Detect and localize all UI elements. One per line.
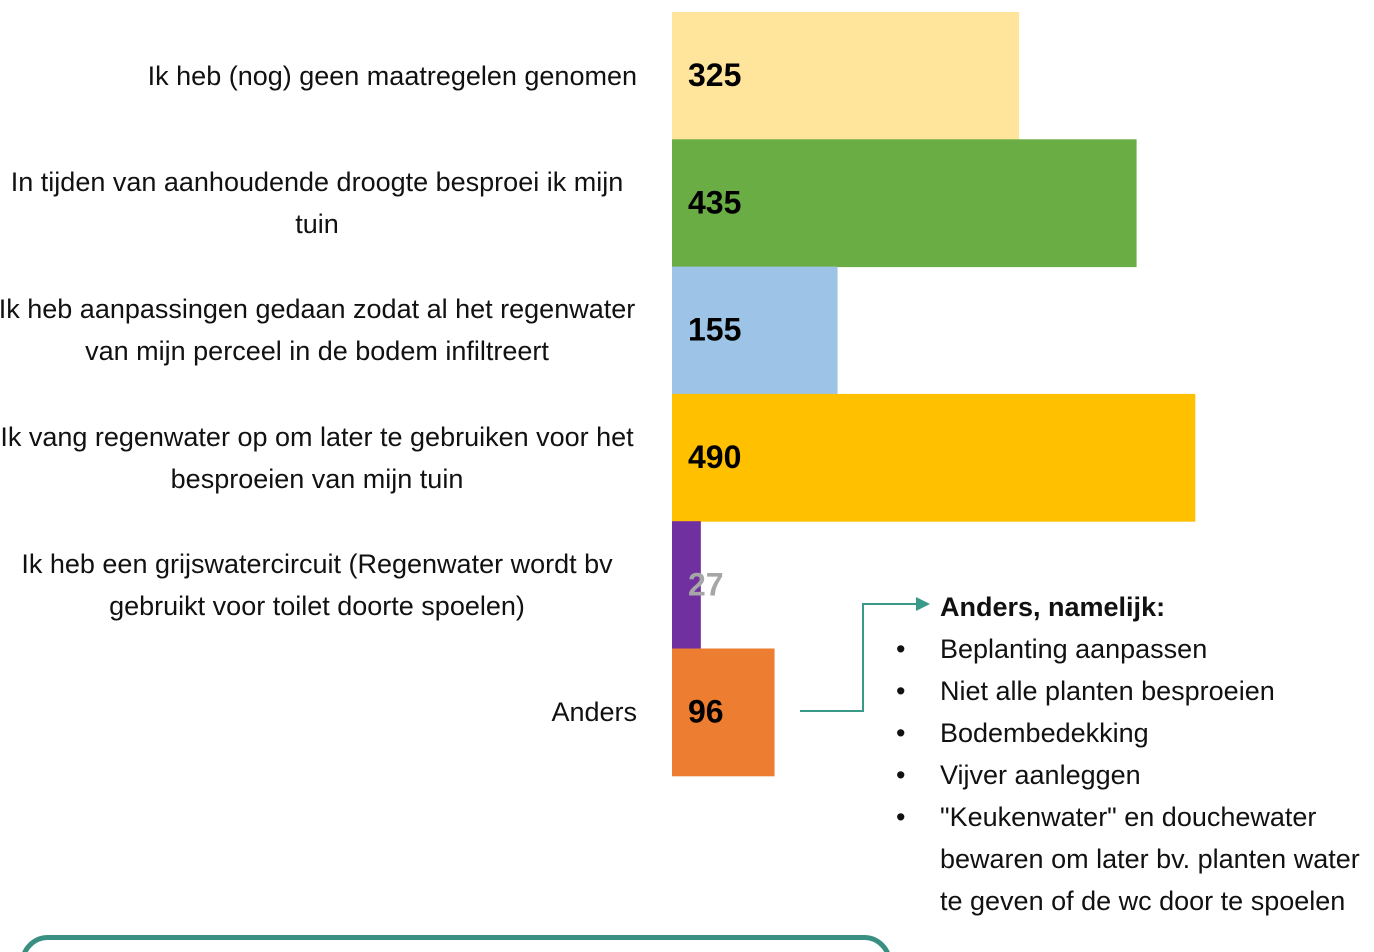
category-label: Ik vang regenwater op om later te gebrui… (0, 394, 637, 521)
category-text: In tijden van aanhoudende droogte bespro… (10, 166, 624, 239)
bar (672, 521, 701, 649)
category-label: Anders (0, 649, 637, 776)
bar (672, 266, 838, 395)
value-label: 27 (688, 566, 724, 602)
value-label: 490 (688, 439, 741, 475)
arrowhead (916, 597, 930, 611)
category-text: Ik vang regenwater op om later te gebrui… (0, 421, 634, 494)
category-text: Ik heb (nog) geen maatregelen genomen (147, 60, 637, 91)
category-label: In tijden van aanhoudende droogte bespro… (0, 139, 637, 266)
annotation-item: Niet alle planten besproeien (896, 670, 1374, 712)
annotation-item: Vijver aanleggen (896, 754, 1374, 796)
value-label: 435 (688, 184, 741, 220)
annotation-item: Bodembedekking (896, 712, 1374, 754)
category-label: Ik heb aanpassingen gedaan zodat al het … (0, 267, 637, 394)
category-text: Anders (551, 697, 637, 728)
annotation-item: Beplanting aanpassen (896, 628, 1374, 670)
annotation: Anders, namelijk: Beplanting aanpassenNi… (890, 586, 1374, 922)
category-text: Ik heb aanpassingen gedaan zodat al het … (0, 294, 636, 367)
annotation-title: Anders, namelijk: (940, 592, 1166, 622)
bar (672, 648, 775, 777)
annotation-item: "Keukenwater" en douchewater bewaren om … (896, 796, 1374, 922)
connector (800, 603, 920, 712)
value-label: 96 (688, 694, 724, 730)
info-box (20, 935, 892, 952)
value-label: 325 (688, 57, 741, 93)
category-label: Ik heb (nog) geen maatregelen genomen (0, 12, 637, 139)
bar (672, 12, 1020, 140)
category-text: Ik heb een grijswatercircuit (Regenwater… (21, 548, 613, 621)
value-label: 155 (688, 312, 741, 348)
bar (672, 139, 1137, 268)
bar (672, 393, 1196, 522)
category-label: Ik heb een grijswatercircuit (Regenwater… (0, 521, 637, 648)
annotation-list: Beplanting aanpassenNiet alle planten be… (890, 628, 1374, 922)
